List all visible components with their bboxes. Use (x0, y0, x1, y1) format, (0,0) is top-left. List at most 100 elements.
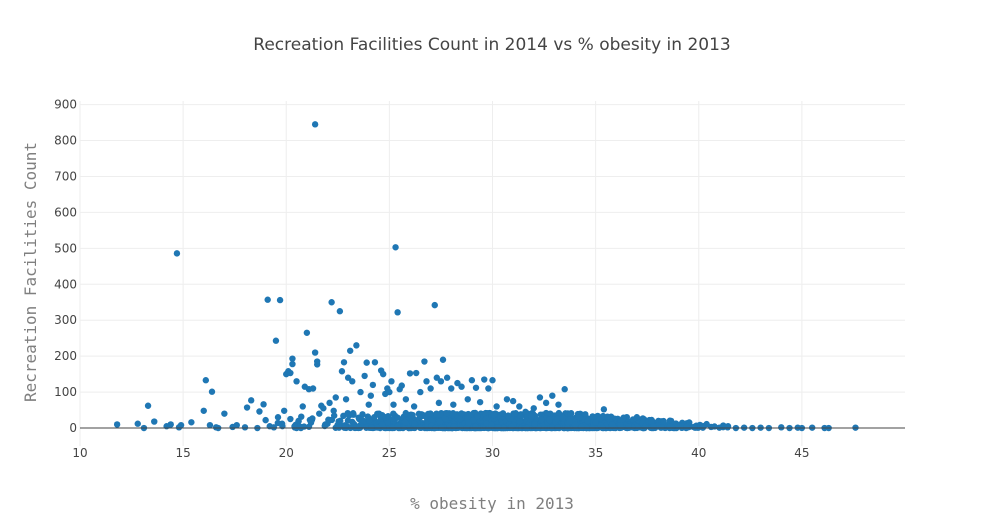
data-point (280, 407, 288, 414)
data-point (260, 401, 267, 408)
data-point (412, 369, 420, 377)
data-point (243, 404, 251, 411)
data-point (270, 424, 278, 431)
data-point (394, 414, 401, 421)
data-point (516, 403, 523, 410)
data-point (485, 385, 492, 392)
data-point (357, 388, 364, 396)
data-point (468, 377, 476, 384)
data-point (295, 417, 302, 425)
data-point (658, 424, 665, 431)
data-point (439, 356, 447, 363)
data-point (450, 401, 457, 408)
x-tick-label: 40 (691, 446, 706, 460)
data-point (567, 410, 575, 417)
data-point (206, 421, 214, 429)
data-point (417, 388, 424, 396)
data-point (200, 407, 207, 414)
data-point (151, 418, 158, 425)
data-points (113, 121, 859, 432)
data-point (359, 417, 366, 424)
data-point (359, 411, 366, 418)
data-point (538, 416, 545, 424)
data-point (437, 378, 445, 385)
data-point (364, 413, 372, 420)
data-point (458, 410, 465, 417)
data-point (503, 396, 511, 403)
data-point (402, 409, 410, 417)
data-point (289, 360, 296, 368)
data-point (307, 419, 315, 426)
data-point (344, 417, 352, 424)
data-point (456, 415, 464, 423)
data-point (167, 421, 174, 428)
data-point (382, 414, 390, 421)
data-point (134, 420, 141, 427)
data-point (320, 405, 327, 412)
data-point (530, 405, 537, 412)
data-point (448, 385, 455, 392)
data-point (470, 417, 477, 424)
data-point (276, 296, 284, 304)
data-point (536, 394, 544, 401)
data-point (549, 424, 556, 431)
data-point (489, 377, 496, 384)
data-point (443, 409, 451, 417)
data-point (633, 414, 641, 421)
data-point (274, 414, 282, 421)
data-point (410, 403, 418, 410)
y-tick-label: 600 (54, 205, 77, 219)
x-tick-label: 20 (279, 446, 294, 460)
data-point (554, 424, 561, 431)
data-point (555, 409, 563, 417)
data-point (542, 399, 550, 407)
data-point (660, 418, 667, 426)
data-point (596, 415, 604, 423)
data-point (549, 392, 556, 399)
data-point (233, 421, 240, 429)
data-point (592, 419, 599, 426)
data-point (293, 378, 300, 385)
data-point (674, 421, 682, 429)
x-tick-label: 45 (794, 446, 809, 460)
x-tick-label: 15 (175, 446, 190, 460)
y-tick-label: 900 (54, 98, 77, 112)
x-tick-label: 25 (382, 446, 397, 460)
data-point (464, 414, 471, 422)
data-point (423, 378, 430, 385)
data-point (401, 418, 409, 426)
data-point (221, 410, 228, 417)
data-point (443, 374, 451, 381)
data-point (553, 415, 561, 423)
data-point (309, 385, 317, 392)
data-point (113, 421, 121, 428)
data-point (247, 397, 255, 404)
data-point (427, 410, 434, 417)
data-point (433, 374, 441, 381)
y-tick-label: 700 (54, 169, 77, 183)
data-point (436, 418, 444, 426)
data-point (504, 412, 512, 419)
y-tick-label: 800 (54, 134, 77, 148)
grid-lines (79, 101, 905, 446)
data-point (173, 250, 181, 257)
data-point (330, 412, 338, 419)
data-point (683, 423, 690, 431)
data-point (406, 370, 414, 377)
data-point (483, 420, 490, 427)
data-point (262, 416, 269, 424)
data-point (338, 368, 346, 375)
data-point (365, 401, 372, 408)
data-point (546, 416, 553, 424)
data-point (144, 402, 152, 409)
data-point (297, 423, 304, 431)
data-point (371, 359, 379, 366)
data-point (724, 424, 731, 431)
data-point (346, 347, 354, 354)
data-point (666, 423, 674, 430)
data-point (342, 396, 350, 403)
x-axis-title: % obesity in 2013 (410, 494, 574, 513)
data-point (512, 410, 519, 417)
data-point (472, 423, 479, 430)
